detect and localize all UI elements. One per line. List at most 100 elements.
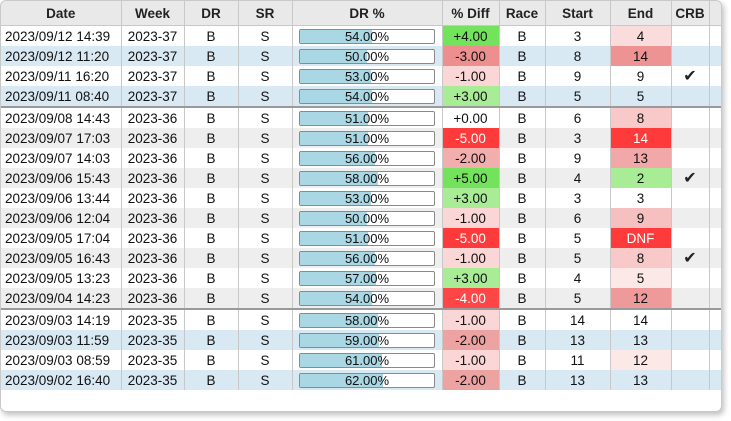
table-row[interactable]: 2023/09/03 11:59 2023-35 B S 59.00% -2.00 B 13 1…	[1, 330, 721, 350]
table-row[interactable]: 2023/09/07 14:03 2023-36 B S 56.00% -2.00 B 9 13	[1, 148, 721, 168]
date-cell: 2023/09/11 16:20	[1, 66, 122, 86]
row-spacer-cell	[709, 288, 721, 309]
dr-percent-cell: 57.00%	[292, 268, 443, 288]
end-cell: DNF	[610, 228, 672, 248]
date-cell: 2023/09/06 13:44	[1, 188, 122, 208]
dr-percent-bar-fill	[300, 373, 384, 387]
column-header-race[interactable]: Race	[499, 1, 546, 26]
column-header-sr[interactable]: SR	[238, 1, 293, 26]
dr-percent-label: 57.00%	[344, 270, 390, 286]
race-cell: B	[499, 46, 546, 66]
table-row[interactable]: 2023/09/12 11:20 2023-37 B S 50.00% -3.00 B 8 14	[1, 46, 721, 66]
percent-diff-cell: +4.00	[442, 25, 500, 46]
table-row[interactable]: 2023/09/12 14:39 2023-37 B S 54.00% +4.00 B 3 4	[1, 25, 721, 46]
table-row[interactable]: 2023/09/06 13:44 2023-36 B S 53.00% +3.00 B 3 3	[1, 188, 721, 208]
dr-percent-label: 61.00%	[344, 352, 390, 368]
dr-percent-label: 54.00%	[344, 28, 390, 44]
crb-cell	[671, 228, 710, 248]
crb-cell	[671, 268, 710, 288]
week-cell: 2023-36	[121, 228, 185, 248]
column-header-crb[interactable]: CRB	[671, 1, 710, 26]
column-header-date[interactable]: Date	[1, 1, 122, 26]
percent-diff-cell: -1.00	[442, 350, 500, 370]
percent-diff-cell: -1.00	[442, 208, 500, 228]
crb-cell: ✔	[671, 66, 710, 86]
dr-percent-cell: 58.00%	[292, 308, 443, 330]
week-cell: 2023-36	[121, 128, 185, 148]
column-header-week[interactable]: Week	[121, 1, 185, 26]
percent-diff-cell: -4.00	[442, 288, 500, 309]
crb-cell	[671, 128, 710, 148]
start-cell: 14	[545, 308, 611, 330]
dr-percent-cell: 58.00%	[292, 168, 443, 188]
start-cell: 5	[545, 228, 611, 248]
table-row[interactable]: 2023/09/04 14:23 2023-36 B S 54.00% -4.00 B 5 12	[1, 288, 721, 309]
start-cell: 5	[545, 86, 611, 107]
column-header-start[interactable]: Start	[545, 1, 611, 26]
table-row[interactable]: 2023/09/08 14:43 2023-36 B S 51.00% +0.00 B 6 8	[1, 106, 721, 128]
table-row[interactable]: 2023/09/07 17:03 2023-36 B S 51.00% -5.00 B 3 14	[1, 128, 721, 148]
table-row[interactable]: 2023/09/11 08:40 2023-37 B S 54.00% +3.00 B 5 5	[1, 86, 721, 107]
column-header-dr[interactable]: DR	[184, 1, 239, 26]
table-row[interactable]: 2023/09/02 16:40 2023-35 B S 62.00% -2.00 B 13 1…	[1, 370, 721, 390]
sr-cell: S	[238, 288, 293, 309]
race-cell: B	[499, 330, 546, 350]
date-cell: 2023/09/02 16:40	[1, 370, 122, 390]
table-row[interactable]: 2023/09/05 17:04 2023-36 B S 51.00% -5.00 B 5 DN…	[1, 228, 721, 248]
week-cell: 2023-36	[121, 168, 185, 188]
dr-percent-label: 62.00%	[344, 372, 390, 388]
row-spacer-cell	[709, 370, 721, 390]
sr-cell: S	[238, 25, 293, 46]
row-spacer-cell	[709, 330, 721, 350]
column-header-end[interactable]: End	[610, 1, 672, 26]
race-cell: B	[499, 308, 546, 330]
percent-diff-cell: -3.00	[442, 46, 500, 66]
table-row[interactable]: 2023/09/05 13:23 2023-36 B S 57.00% +3.00 B 4 5	[1, 268, 721, 288]
race-cell: B	[499, 25, 546, 46]
dr-cell: B	[184, 268, 239, 288]
dr-percent-label: 51.00%	[344, 110, 390, 126]
dr-percent-cell: 54.00%	[292, 288, 443, 309]
crb-cell	[671, 106, 710, 128]
week-cell: 2023-36	[121, 188, 185, 208]
dr-percent-cell: 62.00%	[292, 370, 443, 390]
sr-cell: S	[238, 188, 293, 208]
race-cell: B	[499, 86, 546, 107]
column-header-dr-percent[interactable]: DR %	[292, 1, 443, 26]
race-cell: B	[499, 248, 546, 268]
table-row[interactable]: 2023/09/03 14:19 2023-35 B S 58.00% -1.00 B 14 1…	[1, 308, 721, 330]
dr-cell: B	[184, 148, 239, 168]
dr-percent-label: 56.00%	[344, 150, 390, 166]
sr-cell: S	[238, 168, 293, 188]
start-cell: 8	[545, 46, 611, 66]
table-row[interactable]: 2023/09/06 12:04 2023-36 B S 50.00% -1.00 B 6 9	[1, 208, 721, 228]
table-row[interactable]: 2023/09/11 16:20 2023-37 B S 53.00% -1.00 B 9 9 ✔	[1, 66, 721, 86]
week-cell: 2023-36	[121, 106, 185, 128]
date-cell: 2023/09/06 12:04	[1, 208, 122, 228]
table-row[interactable]: 2023/09/03 08:59 2023-35 B S 61.00% -1.00 B 11 1…	[1, 350, 721, 370]
table-row[interactable]: 2023/09/06 15:43 2023-36 B S 58.00% +5.00 B 4 2 ✔	[1, 168, 721, 188]
dr-percent-bar: 61.00%	[299, 352, 435, 368]
start-cell: 3	[545, 128, 611, 148]
dr-percent-cell: 59.00%	[292, 330, 443, 350]
start-cell: 13	[545, 370, 611, 390]
checkmark-icon: ✔	[683, 250, 697, 267]
row-spacer-cell	[709, 46, 721, 66]
table-body: 2023/09/12 14:39 2023-37 B S 54.00% +4.00 B 3 4 2…	[1, 25, 721, 390]
end-cell: 2	[610, 168, 672, 188]
sr-cell: S	[238, 308, 293, 330]
dr-percent-cell: 53.00%	[292, 66, 443, 86]
dr-percent-bar-fill	[300, 49, 367, 63]
row-spacer-cell	[709, 228, 721, 248]
percent-diff-cell: +3.00	[442, 188, 500, 208]
table-row[interactable]: 2023/09/05 16:43 2023-36 B S 56.00% -1.00 B 5 8 ✔	[1, 248, 721, 268]
dr-percent-bar: 56.00%	[299, 250, 435, 266]
column-header-percent-diff[interactable]: % Diff	[442, 1, 500, 26]
end-cell: 8	[610, 106, 672, 128]
date-cell: 2023/09/05 13:23	[1, 268, 122, 288]
dr-percent-label: 51.00%	[344, 230, 390, 246]
week-cell: 2023-37	[121, 25, 185, 46]
date-cell: 2023/09/07 17:03	[1, 128, 122, 148]
race-results-table: Date Week DR SR DR % % Diff Race Start E…	[1, 1, 721, 390]
sr-cell: S	[238, 330, 293, 350]
